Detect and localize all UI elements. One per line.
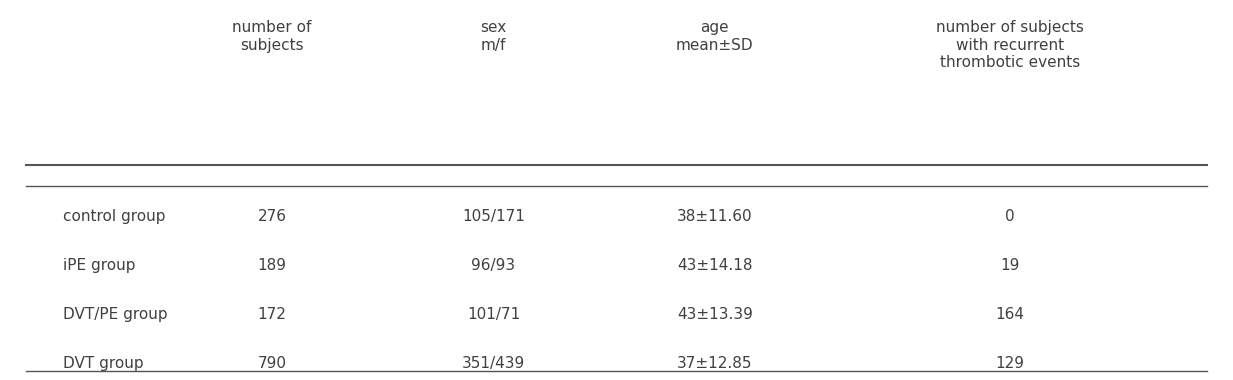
Text: control group: control group [63, 209, 165, 224]
Text: iPE group: iPE group [63, 258, 136, 273]
Text: 0: 0 [1005, 209, 1015, 224]
Text: 19: 19 [1000, 258, 1020, 273]
Text: 276: 276 [258, 209, 286, 224]
Text: 172: 172 [258, 307, 286, 322]
Text: 38±11.60: 38±11.60 [677, 209, 752, 224]
Text: 101/71: 101/71 [467, 307, 520, 322]
Text: DVT/PE group: DVT/PE group [63, 307, 168, 322]
Text: 351/439: 351/439 [462, 356, 525, 371]
Text: age
mean±SD: age mean±SD [676, 20, 753, 53]
Text: 43±14.18: 43±14.18 [677, 258, 752, 273]
Text: 43±13.39: 43±13.39 [677, 307, 753, 322]
Text: sex
m/f: sex m/f [481, 20, 507, 53]
Text: 189: 189 [258, 258, 286, 273]
Text: 37±12.85: 37±12.85 [677, 356, 752, 371]
Text: 96/93: 96/93 [471, 258, 515, 273]
Text: number of subjects
with recurrent
thrombotic events: number of subjects with recurrent thromb… [936, 20, 1084, 70]
Text: 129: 129 [996, 356, 1025, 371]
Text: number of
subjects: number of subjects [232, 20, 312, 53]
Text: 790: 790 [258, 356, 286, 371]
Text: 105/171: 105/171 [462, 209, 525, 224]
Text: 164: 164 [996, 307, 1025, 322]
Text: DVT group: DVT group [63, 356, 143, 371]
